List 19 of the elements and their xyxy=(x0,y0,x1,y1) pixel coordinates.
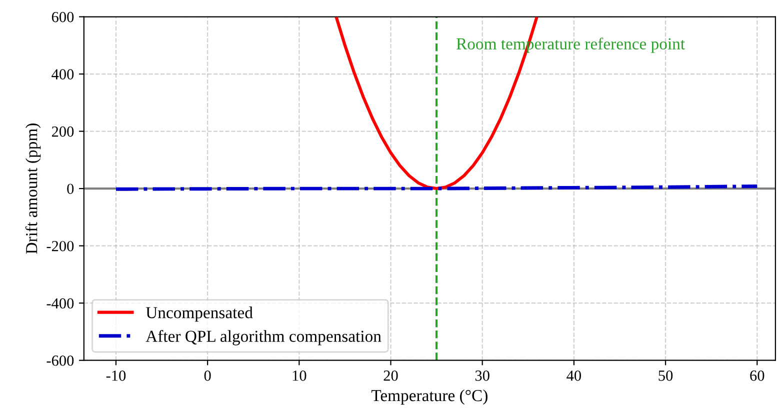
x-tick-label: 10 xyxy=(292,370,306,381)
x-axis-title: Temperature (°C) xyxy=(371,389,488,405)
x-tick-label: 0 xyxy=(204,370,211,381)
x-tick-label: 30 xyxy=(475,370,490,381)
y-tick-label: 600 xyxy=(52,12,74,22)
x-tick-label: 40 xyxy=(566,370,581,381)
y-tick-label: 0 xyxy=(67,184,74,194)
x-tick-label: 60 xyxy=(750,370,764,381)
y-tick-label: -600 xyxy=(46,355,74,366)
legend-label: Uncompensated xyxy=(146,306,253,322)
y-tick-label: -400 xyxy=(46,298,74,309)
y-axis-title: Drift amount (ppm) xyxy=(25,124,41,254)
x-tick-label: -10 xyxy=(106,370,126,381)
x-tick-label: 50 xyxy=(658,370,673,381)
x-tick-label: 20 xyxy=(384,370,398,381)
y-tick-label: 400 xyxy=(52,69,74,80)
legend-label: After QPL algorithm compensation xyxy=(146,330,382,346)
y-tick-label: -200 xyxy=(46,240,74,252)
y-tick-label: 200 xyxy=(52,126,74,137)
